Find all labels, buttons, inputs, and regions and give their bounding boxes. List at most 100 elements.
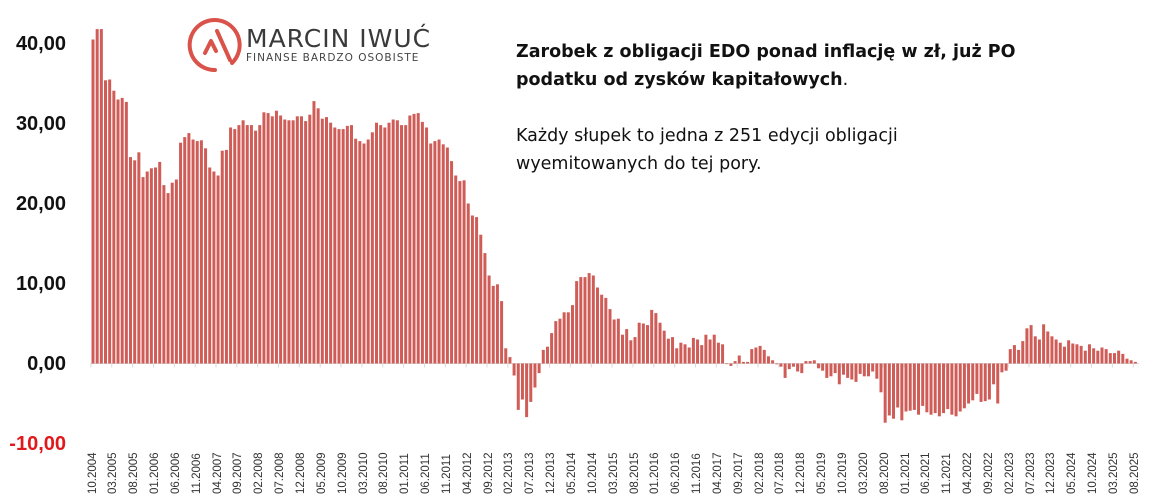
chart-title-block: Zarobek z obligacji EDO ponad inflację w… bbox=[516, 38, 1076, 178]
bar bbox=[775, 363, 779, 365]
bar bbox=[946, 363, 950, 410]
bar bbox=[687, 347, 691, 364]
bar bbox=[270, 116, 274, 364]
bar bbox=[195, 141, 199, 364]
bar bbox=[771, 360, 775, 364]
bar bbox=[183, 137, 187, 364]
bar bbox=[1017, 349, 1021, 364]
bar bbox=[754, 347, 758, 364]
bar bbox=[641, 323, 645, 364]
bar bbox=[1125, 358, 1129, 364]
bar bbox=[562, 312, 566, 364]
bar bbox=[1062, 346, 1066, 364]
bar bbox=[979, 363, 983, 402]
bar bbox=[425, 127, 429, 364]
bar bbox=[450, 161, 454, 364]
x-tick-label: 06.2021 bbox=[920, 452, 933, 494]
bar bbox=[441, 144, 445, 364]
chart-title-line-1: Zarobek z obligacji EDO ponad inflację w… bbox=[516, 42, 1016, 62]
bar bbox=[967, 363, 971, 404]
bar bbox=[879, 363, 883, 393]
bar bbox=[179, 142, 183, 364]
bar bbox=[291, 120, 295, 364]
bar bbox=[458, 181, 462, 364]
x-tick-label: 10.2009 bbox=[336, 452, 349, 494]
bar bbox=[1121, 353, 1125, 364]
bar bbox=[120, 97, 124, 364]
bar bbox=[625, 329, 629, 364]
bar bbox=[1075, 344, 1079, 364]
bar bbox=[416, 113, 420, 364]
bar bbox=[725, 363, 729, 365]
bar bbox=[883, 363, 887, 423]
bar bbox=[866, 363, 870, 377]
x-tick-label: 04.2012 bbox=[461, 452, 474, 494]
bar bbox=[166, 193, 170, 364]
bar bbox=[158, 161, 162, 364]
bar bbox=[433, 141, 437, 364]
bar bbox=[575, 281, 579, 364]
bar bbox=[871, 363, 875, 372]
bar bbox=[762, 349, 766, 364]
bar bbox=[383, 127, 387, 364]
bar bbox=[312, 101, 316, 364]
bar bbox=[279, 115, 283, 364]
x-tick-label: 11.2016 bbox=[691, 453, 704, 494]
bar bbox=[145, 171, 149, 364]
bar bbox=[704, 334, 708, 364]
bar bbox=[1129, 360, 1133, 364]
bar bbox=[154, 167, 158, 364]
bar bbox=[412, 113, 416, 364]
bar bbox=[779, 363, 783, 367]
bar bbox=[324, 117, 328, 364]
x-tick-label: 04.2007 bbox=[211, 452, 224, 494]
bar bbox=[1067, 340, 1071, 364]
bar bbox=[654, 313, 658, 364]
bar bbox=[204, 148, 208, 364]
bar bbox=[233, 129, 237, 364]
x-tick-label: 01.2016 bbox=[649, 452, 662, 494]
bar bbox=[791, 363, 795, 367]
bar bbox=[729, 363, 733, 366]
bar bbox=[896, 363, 900, 408]
x-tick-label: 09.2017 bbox=[732, 452, 745, 494]
bar bbox=[925, 363, 929, 413]
bar bbox=[892, 363, 896, 419]
bar bbox=[570, 305, 574, 364]
bar bbox=[229, 127, 233, 364]
bar bbox=[746, 361, 750, 364]
bar bbox=[1050, 336, 1054, 364]
bar bbox=[616, 318, 620, 364]
bar bbox=[1046, 331, 1050, 364]
bar bbox=[591, 275, 595, 364]
bar bbox=[220, 150, 224, 364]
x-tick-label: 01.2021 bbox=[899, 452, 912, 494]
bar bbox=[379, 125, 383, 364]
bar bbox=[1037, 339, 1041, 364]
bar bbox=[929, 363, 933, 415]
bar bbox=[800, 363, 804, 374]
x-tick-label: 10.2014 bbox=[586, 452, 599, 494]
x-tick-label: 03.2015 bbox=[607, 452, 620, 494]
x-tick-label: 07.2018 bbox=[774, 452, 787, 494]
bar bbox=[992, 363, 996, 385]
x-tick-label: 06.2006 bbox=[169, 452, 182, 494]
bar bbox=[266, 113, 270, 364]
bar bbox=[833, 363, 837, 374]
bar bbox=[846, 363, 850, 378]
x-tick-label: 10.2004 bbox=[86, 452, 99, 494]
x-tick-label: 12.2018 bbox=[795, 452, 808, 494]
x-tick-label: 11.2021 bbox=[941, 453, 954, 494]
bar bbox=[600, 294, 604, 364]
chart-subtitle-line-1: Każdy słupek to jedna z 251 edycji oblig… bbox=[516, 126, 898, 146]
logo-icon bbox=[187, 18, 242, 73]
bar bbox=[1008, 349, 1012, 364]
x-tick-label: 02.2018 bbox=[753, 452, 766, 494]
bar bbox=[304, 121, 308, 364]
bar bbox=[908, 363, 912, 411]
bar bbox=[558, 318, 562, 364]
bar bbox=[1042, 324, 1046, 364]
bar bbox=[295, 116, 299, 364]
x-tick-label: 10.2024 bbox=[1087, 452, 1100, 494]
bar bbox=[283, 119, 287, 364]
